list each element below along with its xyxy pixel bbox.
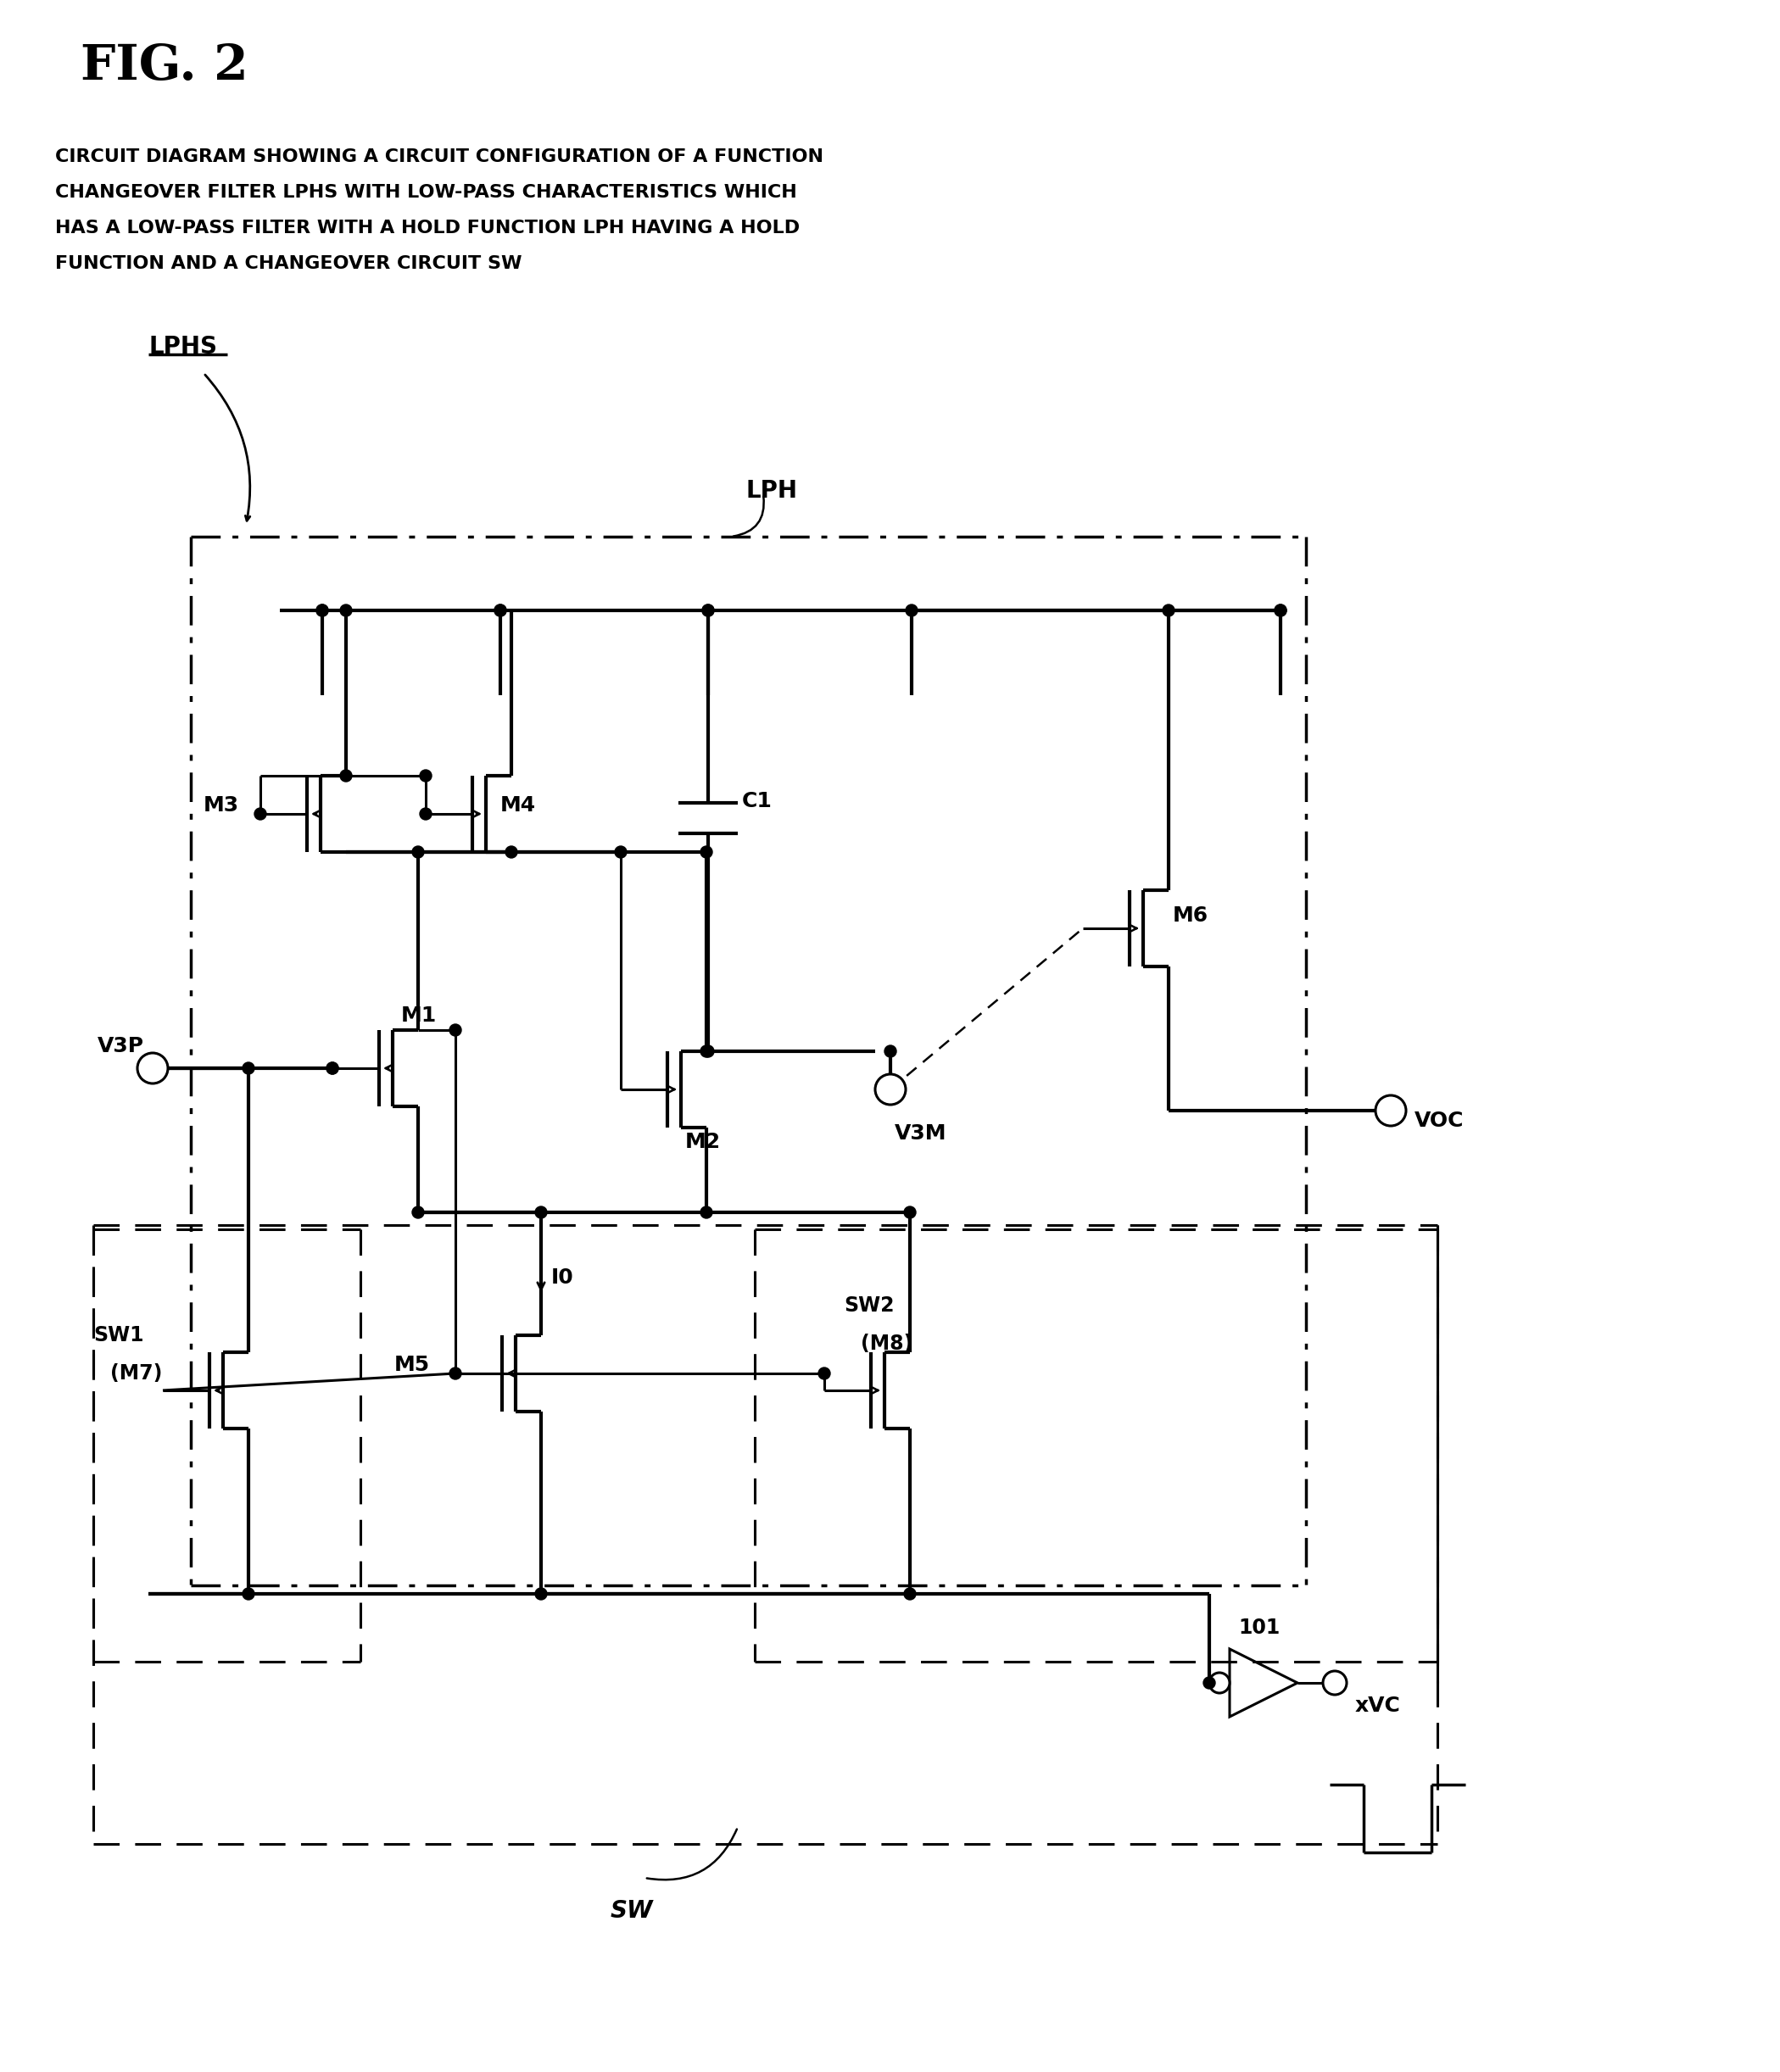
Circle shape [495,605,506,615]
Circle shape [1274,605,1287,615]
Text: 101: 101 [1239,1618,1280,1639]
Circle shape [242,1063,255,1073]
Circle shape [137,1053,167,1084]
Text: M1: M1 [400,1005,436,1026]
Circle shape [1209,1672,1230,1693]
Text: FUNCTION AND A CHANGEOVER CIRCUIT SW: FUNCTION AND A CHANGEOVER CIRCUIT SW [55,255,522,271]
Text: V3P: V3P [98,1036,144,1057]
Text: M4: M4 [500,796,536,816]
Circle shape [1274,605,1287,615]
Text: FIG. 2: FIG. 2 [80,41,247,89]
Circle shape [420,771,431,781]
Circle shape [885,1046,897,1057]
Circle shape [340,771,352,781]
Circle shape [326,1063,338,1073]
Circle shape [701,605,714,615]
Text: xVC: xVC [1355,1695,1401,1716]
Text: SW1: SW1 [93,1326,144,1345]
Circle shape [413,845,424,858]
Text: HAS A LOW-PASS FILTER WITH A HOLD FUNCTION LPH HAVING A HOLD: HAS A LOW-PASS FILTER WITH A HOLD FUNCTI… [55,220,799,236]
Circle shape [904,1587,917,1600]
Circle shape [317,605,328,615]
Text: CHANGEOVER FILTER LPHS WITH LOW-PASS CHARACTERISTICS WHICH: CHANGEOVER FILTER LPHS WITH LOW-PASS CHA… [55,184,797,201]
Circle shape [242,1587,255,1600]
Text: M6: M6 [1173,905,1209,926]
Circle shape [614,845,627,858]
Text: LPHS: LPHS [148,336,217,358]
Circle shape [701,1046,712,1057]
Circle shape [495,605,506,615]
Text: SW: SW [611,1900,653,1923]
Circle shape [906,605,917,615]
Circle shape [701,605,714,615]
Circle shape [536,1206,546,1218]
Circle shape [536,1587,546,1600]
Text: (M7): (M7) [110,1363,162,1384]
Circle shape [340,605,352,615]
Text: M3: M3 [203,796,239,816]
Text: M2: M2 [685,1131,721,1152]
Text: CIRCUIT DIAGRAM SHOWING A CIRCUIT CONFIGURATION OF A FUNCTION: CIRCUIT DIAGRAM SHOWING A CIRCUIT CONFIG… [55,149,824,166]
Circle shape [1376,1096,1406,1125]
Circle shape [450,1024,461,1036]
Text: C1: C1 [742,792,773,812]
Circle shape [904,1206,917,1218]
Circle shape [420,808,431,821]
Circle shape [326,1063,338,1073]
Circle shape [317,605,328,615]
Circle shape [450,1368,461,1380]
Circle shape [876,1073,906,1104]
Circle shape [413,1206,424,1218]
Text: M5: M5 [395,1355,431,1376]
Text: VOC: VOC [1415,1111,1465,1131]
Circle shape [701,845,712,858]
Circle shape [1162,605,1175,615]
Circle shape [255,808,267,821]
Circle shape [701,1206,712,1218]
Circle shape [701,1046,714,1057]
Circle shape [1203,1676,1216,1689]
Circle shape [506,845,518,858]
Circle shape [1323,1670,1347,1695]
Text: V3M: V3M [895,1123,947,1144]
Text: (M8): (M8) [862,1334,913,1353]
Text: I0: I0 [552,1268,573,1289]
Circle shape [819,1368,829,1380]
Text: LPH: LPH [746,479,797,503]
Text: SW2: SW2 [844,1295,894,1316]
